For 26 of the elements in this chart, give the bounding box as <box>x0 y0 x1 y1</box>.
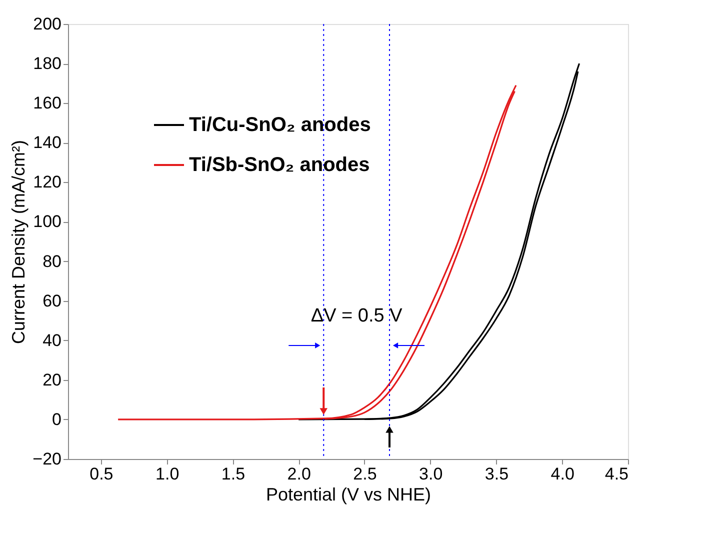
annotation: ΔV = 0.5 V <box>310 305 403 326</box>
y-tick-label: −20 <box>32 450 62 468</box>
y-tick-label: 80 <box>42 252 62 271</box>
x-tick-label: 3.5 <box>484 464 509 484</box>
y-tick-label: 180 <box>33 54 62 74</box>
y-tick-label: 120 <box>33 172 62 192</box>
legend-label: Ti/Sb-SnO₂ anodes <box>189 154 370 176</box>
y-tick-label: 60 <box>42 291 62 310</box>
y-tick-label: 200 <box>33 14 62 34</box>
y-tick-label: 100 <box>33 212 62 232</box>
y-axis-title: Current Density (mA/cm²) <box>8 140 29 344</box>
x-tick-label: 4.5 <box>604 464 628 484</box>
x-axis-title: Potential (V vs NHE) <box>266 484 432 504</box>
y-tick-label: 140 <box>33 133 62 152</box>
y-tick-label: 20 <box>42 370 62 390</box>
y-tick-label: 160 <box>33 94 62 113</box>
y-tick-label: 0 <box>52 410 62 429</box>
x-tick-label: 4.0 <box>550 464 574 484</box>
x-tick-label: 2.5 <box>353 464 377 484</box>
x-tick-label: 2.0 <box>287 464 311 484</box>
y-tick-label: 40 <box>42 330 62 350</box>
x-tick-label: 1.0 <box>156 464 180 484</box>
x-tick-label: 3.0 <box>419 464 443 484</box>
legend-label: Ti/Cu-SnO₂ anodes <box>189 114 371 136</box>
x-tick-label: 1.5 <box>221 464 246 484</box>
x-tick-label: 0.5 <box>90 464 114 484</box>
